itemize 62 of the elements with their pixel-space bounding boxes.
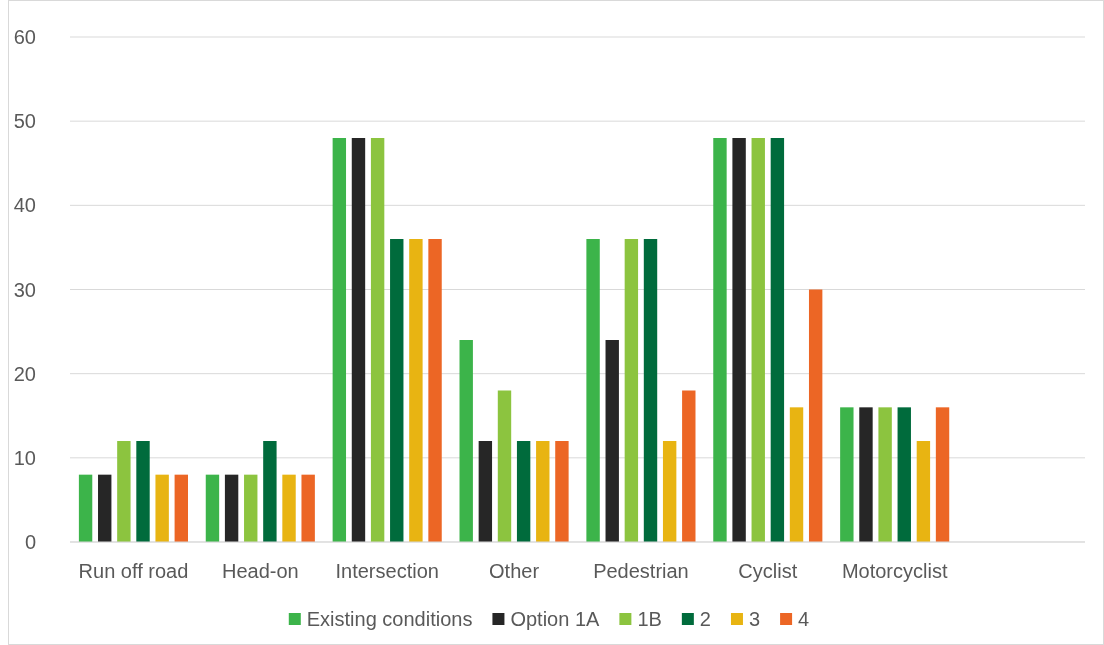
bar [78, 474, 93, 542]
y-tick-label: 60 [13, 26, 36, 48]
bar [751, 138, 765, 542]
bar [370, 138, 385, 542]
bar [459, 340, 473, 542]
bar [770, 138, 785, 542]
bar [935, 407, 950, 542]
y-tick-label: 20 [13, 362, 36, 385]
bar [840, 407, 854, 542]
bar [117, 441, 131, 542]
bar [586, 239, 600, 542]
legend-label: Option 1A [510, 608, 601, 630]
bar [282, 474, 296, 542]
legend-label: 4 [798, 608, 810, 630]
x-tick-label: Cyclist [738, 560, 798, 582]
x-tick-label: Intersection [335, 560, 439, 582]
bar [98, 474, 112, 542]
bar [536, 441, 550, 542]
bar [878, 407, 892, 542]
bar [174, 474, 188, 542]
bar [643, 239, 658, 542]
x-tick-label: Motorcyclist [841, 560, 948, 582]
bar [662, 441, 677, 542]
bar [897, 407, 911, 542]
x-tick-label: Run off road [78, 560, 189, 582]
bar [555, 441, 569, 542]
bar [351, 138, 366, 542]
bar [224, 474, 239, 542]
bar [713, 138, 727, 542]
x-tick-label: Head-on [221, 560, 299, 582]
x-tick-label: Other [489, 560, 540, 582]
bar [409, 239, 423, 542]
y-tick-label: 40 [13, 194, 36, 217]
bar [301, 474, 315, 542]
bar [732, 138, 746, 542]
legend-label: 1B [637, 608, 662, 630]
bar [808, 289, 823, 542]
bar [428, 239, 442, 542]
bar [859, 407, 873, 542]
bar [682, 390, 696, 542]
bar [205, 474, 220, 542]
bar [497, 390, 512, 542]
y-tick-label: 0 [24, 531, 36, 553]
bar [155, 474, 169, 542]
bar [605, 340, 619, 542]
bar [244, 474, 258, 542]
legend-label: 2 [699, 608, 711, 630]
y-tick-label: 10 [13, 446, 36, 469]
legend-label: 3 [748, 608, 761, 630]
bar [624, 239, 639, 542]
bar [136, 441, 150, 542]
bar [390, 239, 404, 542]
bar [916, 441, 931, 542]
bar [263, 441, 277, 542]
x-tick-label: Pedestrian [593, 560, 689, 582]
bar [789, 407, 804, 542]
y-tick-label: 50 [13, 110, 36, 133]
bar [516, 441, 531, 542]
legend-label: Existing conditions [306, 608, 473, 630]
bar [332, 138, 347, 542]
bar [478, 441, 493, 542]
y-tick-label: 30 [13, 278, 36, 301]
